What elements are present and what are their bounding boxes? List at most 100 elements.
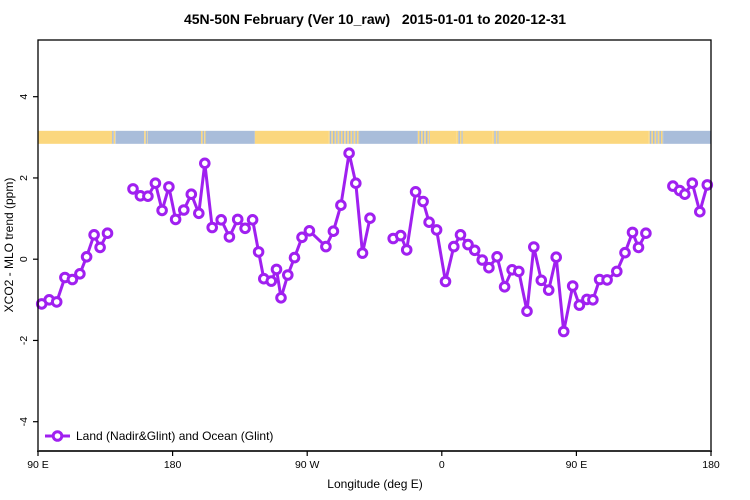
data-point: [454, 229, 467, 241]
y-axis-title: XCO2 - MLO trend (ppm): [2, 177, 16, 313]
band-ocean-speck: [419, 130, 422, 144]
band-segment-land: [498, 130, 649, 144]
x-tick-label: 180: [702, 459, 720, 471]
band-ocean-speck: [202, 130, 205, 144]
data-point: [498, 281, 511, 293]
data-point: [694, 205, 706, 218]
data-point: [239, 222, 251, 235]
band-segment-land: [38, 130, 111, 144]
band-land-speck: [350, 130, 353, 144]
band-land-speck: [495, 130, 498, 144]
data-point: [303, 225, 316, 237]
legend-marker-sample: [51, 430, 64, 442]
band-ocean-speck: [352, 130, 354, 144]
band-land-speck: [459, 130, 462, 144]
data-point: [101, 227, 114, 239]
data-point: [199, 157, 211, 170]
band-land-speck: [113, 130, 116, 144]
data-series: [35, 147, 714, 338]
plot-border: [37, 39, 712, 452]
data-point: [252, 246, 265, 258]
data-point: [400, 244, 413, 256]
x-tick-label: 90 W: [295, 459, 320, 471]
band-land-speck: [492, 130, 495, 144]
data-point: [686, 177, 699, 189]
x-axis-title: Longitude (deg E): [327, 477, 423, 491]
band-land-speck: [340, 130, 343, 144]
band-land-speck: [424, 130, 426, 144]
legend-label: Land (Nadir&Glint) and Ocean (Glint): [76, 429, 274, 443]
y-tick-label: 2: [18, 175, 30, 181]
band-ocean-speck: [662, 130, 664, 144]
band-land-speck: [648, 130, 650, 144]
data-point: [394, 229, 407, 242]
data-point: [550, 251, 563, 264]
band-segment-ocean: [147, 130, 202, 144]
data-point: [468, 244, 481, 257]
data-point: [335, 199, 347, 211]
data-point: [476, 254, 489, 266]
data-point: [521, 305, 533, 318]
data-point: [640, 227, 652, 239]
data-point: [409, 186, 422, 198]
band-land-speck: [347, 130, 349, 144]
data-point: [50, 296, 63, 308]
band-ocean-speck: [348, 130, 351, 144]
band-land-speck: [144, 130, 146, 144]
data-point: [430, 224, 443, 236]
data-point: [632, 241, 645, 254]
land-ocean-band: [38, 130, 711, 144]
band-ocean-speck: [342, 130, 345, 144]
data-point: [417, 195, 429, 208]
band-land-speck: [331, 130, 333, 144]
data-point: [185, 188, 198, 200]
data-point: [679, 188, 691, 200]
data-point: [275, 292, 287, 304]
band-land-speck: [417, 130, 420, 144]
band-land-speck: [654, 130, 657, 144]
data-point: [88, 229, 100, 241]
data-point: [66, 273, 79, 286]
band-ocean-speck: [649, 130, 652, 144]
data-point: [701, 179, 714, 191]
data-point: [169, 213, 182, 226]
data-point: [557, 325, 570, 338]
y-tick-label: -2: [18, 336, 30, 345]
data-point: [327, 225, 340, 237]
data-point: [149, 177, 162, 189]
band-land-speck: [201, 130, 203, 144]
data-point: [215, 214, 227, 226]
band-ocean-speck: [345, 130, 348, 144]
band-ocean-speck: [461, 130, 463, 144]
band-land-speck: [456, 130, 459, 144]
data-point: [288, 251, 301, 264]
data-point: [142, 190, 154, 202]
band-ocean-speck: [497, 130, 499, 144]
band-land-speck: [660, 130, 663, 144]
band-land-speck: [337, 130, 340, 144]
data-point: [343, 147, 355, 159]
y-tick-label: 0: [18, 256, 30, 262]
band-segment-land: [429, 130, 457, 144]
data-point: [193, 207, 205, 220]
x-tick-label: 0: [439, 459, 445, 471]
band-land-speck: [110, 130, 113, 144]
band-land-speck: [334, 130, 337, 144]
x-tick-label: 180: [164, 459, 182, 471]
band-segment-ocean: [359, 130, 418, 144]
data-point: [356, 247, 369, 259]
data-point: [611, 265, 623, 278]
data-point: [491, 250, 503, 263]
data-point: [513, 265, 525, 278]
data-point: [601, 274, 613, 286]
data-point: [423, 216, 435, 228]
data-point: [127, 183, 139, 195]
band-ocean-speck: [329, 130, 332, 144]
data-point: [265, 275, 278, 287]
band-land-speck: [204, 130, 206, 144]
data-point: [320, 240, 332, 253]
data-point: [80, 250, 93, 263]
data-point: [296, 231, 308, 244]
band-ocean-speck: [422, 130, 425, 144]
